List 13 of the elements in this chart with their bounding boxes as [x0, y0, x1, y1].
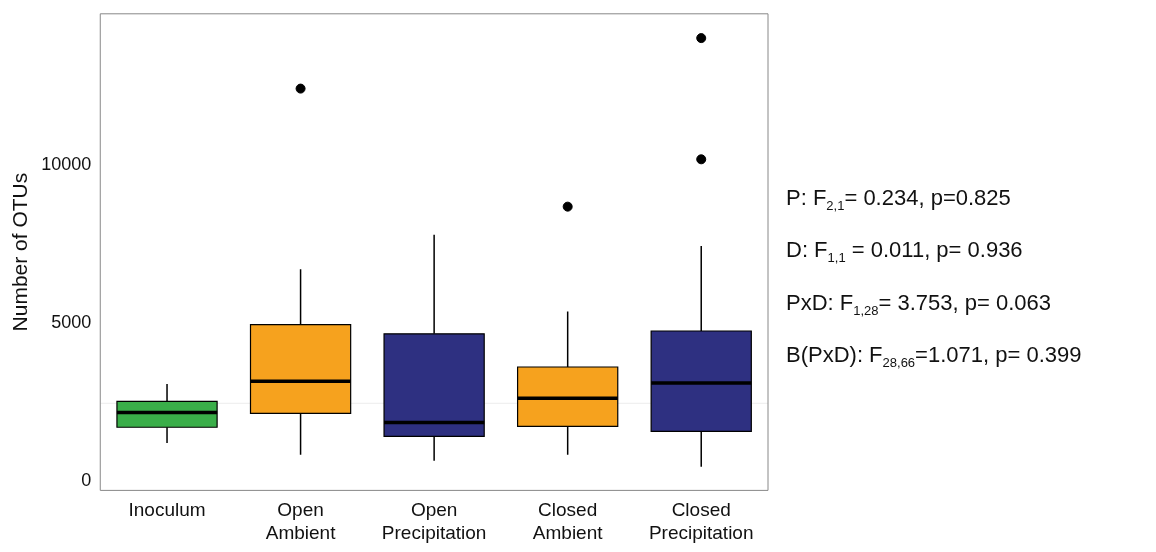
y-axis-title: Number of OTUs — [8, 172, 32, 332]
text: PxD: F$_{1,28}$= 3.753, p= 0.063 — [786, 288, 1053, 321]
text: P: F$_{2,1}$= 0.234, p=0.825 — [786, 184, 1012, 216]
x-tick-label: Closed Precipitation — [648, 499, 754, 543]
text: D: F$_{1,1}$ = 0.011, p= 0.936 — [786, 236, 1024, 268]
y-tick-label: 10000 — [41, 154, 92, 175]
x-tick-label: Open Ambient — [265, 499, 337, 543]
y-tick-label: 0 — [81, 469, 92, 490]
x-tick-label: Closed Ambient — [532, 499, 604, 543]
x-tick-label: Inoculum — [128, 499, 206, 521]
y-tick-label: 5000 — [51, 312, 92, 333]
text: B(PxD): F$_{28,66}$=1.071, p= 0.399 — [786, 341, 1082, 373]
x-tick-label: Open Precipitation — [381, 499, 487, 543]
